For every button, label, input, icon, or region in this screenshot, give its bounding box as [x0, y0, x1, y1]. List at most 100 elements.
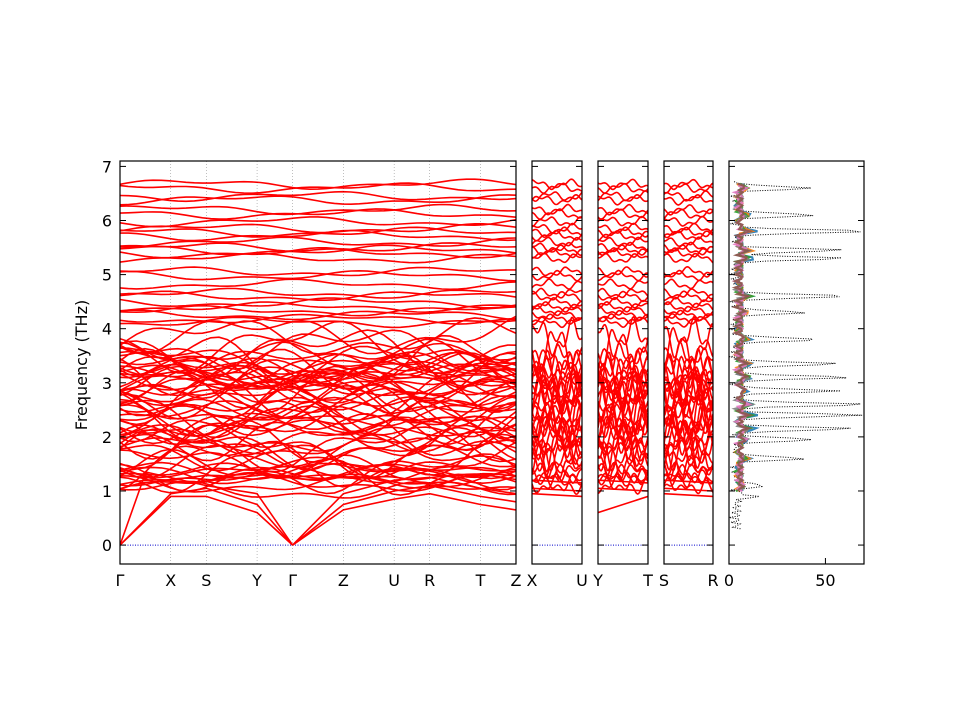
- phonon-band: [532, 372, 582, 420]
- phonon-band: [532, 193, 582, 206]
- phonon-band: [598, 435, 648, 472]
- phonon-band: [120, 244, 516, 256]
- phonon-band: [120, 405, 516, 460]
- dos-frame: [728, 160, 865, 565]
- phonon-band: [664, 396, 713, 439]
- phonon-band: [120, 461, 516, 482]
- path-label-Γ: Γ: [116, 571, 125, 590]
- acoustic-branch: [292, 492, 516, 546]
- phonon-band: [120, 462, 516, 484]
- phonon-band: [120, 342, 516, 375]
- phonon-band: [664, 426, 713, 472]
- phonon-band: [120, 384, 516, 439]
- phonon-band: [120, 363, 516, 404]
- phonon-band: [664, 252, 713, 264]
- phonon-band: [598, 244, 648, 256]
- phonon-band: [120, 297, 516, 309]
- phonon-band: [664, 492, 713, 498]
- y-tick-label: 2: [102, 428, 112, 447]
- phonon-band: [598, 463, 648, 482]
- phonon-band: [532, 229, 582, 242]
- phonon-band: [120, 372, 516, 420]
- band-lines-4: [664, 178, 713, 546]
- phonon-band: [120, 424, 516, 471]
- phonon-band: [120, 317, 516, 355]
- phonon-band: [664, 193, 713, 206]
- phonon-band: [664, 204, 713, 216]
- phonon-band: [532, 252, 582, 264]
- phonon-band: [598, 301, 648, 313]
- phonon-band: [532, 182, 582, 195]
- phonon-band: [664, 322, 713, 372]
- phonon-band: [120, 444, 516, 480]
- phonon-band: [120, 401, 516, 442]
- phonon-band: [664, 265, 713, 278]
- y-tick-label: 5: [102, 266, 112, 285]
- phonon-band: [532, 290, 582, 303]
- phonon-band: [664, 366, 713, 404]
- phonon-band: [120, 359, 516, 390]
- phonon-band: [598, 290, 648, 303]
- phonon-band: [120, 216, 516, 228]
- phonon-band: [664, 402, 713, 457]
- phonon-band: [120, 337, 516, 388]
- phonon-band: [120, 462, 516, 485]
- phonon-band: [532, 316, 582, 357]
- phonon-band: [120, 266, 516, 277]
- phonon-band: [532, 396, 582, 438]
- phonon-band: [664, 215, 713, 227]
- phonon-band: [664, 296, 713, 309]
- phonon-band: [664, 247, 713, 258]
- dos-x-tick-label: 50: [815, 571, 835, 590]
- phonon-band: [664, 316, 713, 359]
- path-label-Z: Z: [338, 571, 349, 590]
- phonon-band: [664, 241, 713, 254]
- phonon-band: [664, 230, 713, 240]
- phonon-band: [120, 190, 516, 203]
- y-tick-label: 7: [102, 157, 112, 176]
- phonon-band: [532, 278, 582, 290]
- phonon-band: [664, 269, 713, 282]
- phonon-band: [598, 252, 648, 263]
- phonon-band: [598, 316, 648, 329]
- phonon-band: [120, 357, 516, 395]
- phonon-band: [664, 473, 713, 495]
- phonon-band: [598, 215, 648, 227]
- phonon-band: [120, 423, 516, 452]
- phonon-band: [598, 395, 648, 439]
- phonon-band: [598, 368, 648, 417]
- band-lines-1: [120, 161, 516, 564]
- path-label-X: X: [165, 571, 176, 590]
- path-label-T: T: [642, 571, 653, 590]
- phonon-band: [532, 424, 582, 472]
- phonon-band: [532, 487, 582, 492]
- band-panel-1: Γ X S Y Γ Z U R T Z 0 1 2 3 4 5 6 7: [102, 157, 522, 590]
- panel-frame: [119, 160, 517, 565]
- phonon-band: [664, 316, 713, 328]
- phonon-band: [120, 396, 516, 437]
- phonon-band: [532, 404, 582, 459]
- y-tick-label: 6: [102, 212, 112, 231]
- phonon-band: [120, 194, 516, 206]
- phonon-band: [120, 352, 516, 409]
- panel-frame: [597, 160, 649, 565]
- phonon-band: [120, 374, 516, 428]
- band-lines-3: [598, 178, 648, 546]
- phonon-band: [120, 315, 516, 355]
- dos-x-tick-label: 0: [724, 571, 734, 590]
- phonon-band: [120, 378, 516, 437]
- phonon-band: [598, 472, 648, 495]
- phonon-band: [120, 236, 516, 249]
- phonon-band: [532, 479, 582, 484]
- phonon-band: [532, 266, 582, 277]
- phonon-band: [120, 182, 516, 195]
- phonon-band: [598, 425, 648, 472]
- phonon-band: [664, 341, 713, 385]
- phonon-band: [598, 392, 648, 435]
- phonon-band: [598, 461, 648, 484]
- phonon-band: [120, 351, 516, 385]
- y-axis-label: Frequency (THz): [72, 300, 91, 430]
- path-label-S: S: [201, 571, 211, 590]
